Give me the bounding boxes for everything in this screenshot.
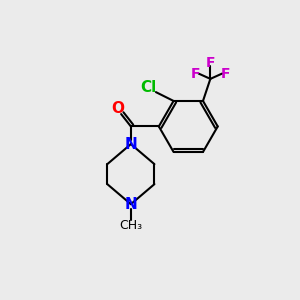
Text: F: F [221, 67, 230, 81]
Text: N: N [124, 136, 137, 152]
Text: F: F [206, 56, 215, 70]
Text: F: F [190, 67, 200, 81]
Text: Cl: Cl [140, 80, 157, 95]
Text: O: O [111, 101, 124, 116]
Text: N: N [124, 197, 137, 212]
Text: CH₃: CH₃ [119, 219, 142, 232]
